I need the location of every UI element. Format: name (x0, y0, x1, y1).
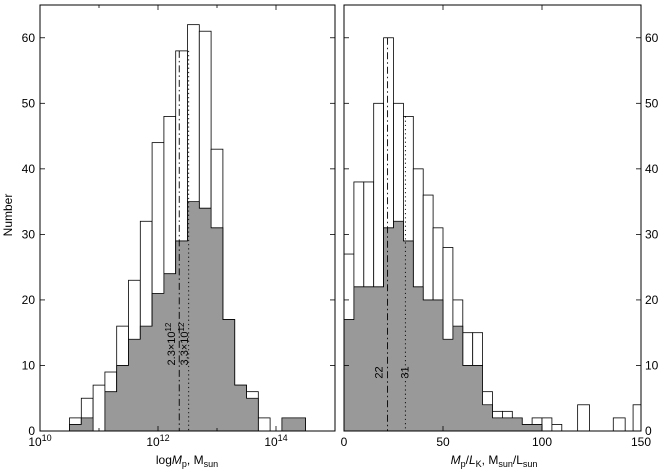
right-median-label: 22 (374, 366, 386, 378)
right-x-tick-labels: 0 50 100 150 (341, 435, 652, 449)
left-histogram-panel: 2.3×1012 3.3×1012 1010 1012 1014 0 10 20 30… (22, 4, 336, 469)
left-y-tick-label: 20 (22, 293, 36, 307)
left-median-label: 2.3×1012 (164, 322, 178, 365)
right-y-tick-label: 30 (645, 227, 659, 241)
right-mean-label: 31 (399, 366, 411, 378)
outline-histogram-bar (632, 404, 642, 432)
right-y-tick-labels: 0 10 20 30 40 50 60 (645, 31, 659, 438)
left-filled-histogram (69, 201, 306, 432)
left-y-tick-label: 10 (22, 358, 36, 372)
right-y-tick-label: 40 (645, 162, 659, 176)
y-axis-label: Number (1, 194, 15, 237)
left-x-tick-labels: 1010 1012 1014 (28, 433, 287, 449)
left-y-tick-label: 30 (22, 227, 36, 241)
right-x-tick-label: 0 (341, 435, 348, 449)
left-y-tick-label: 40 (22, 162, 36, 176)
outline-histogram-bar (541, 417, 553, 432)
left-y-tick-label: 60 (22, 31, 36, 45)
right-y-tick-label: 0 (645, 424, 652, 438)
outline-histogram-bar (551, 424, 563, 432)
filled-histogram-area (69, 201, 306, 432)
outline-histogram-bar (577, 404, 590, 432)
left-x-axis-label: logMp, Msun (156, 453, 218, 469)
left-y-tick-labels: 0 10 20 30 40 50 60 (22, 31, 36, 438)
left-y-tick-label: 50 (22, 96, 36, 110)
left-x-tick-label: 1012 (146, 433, 169, 449)
left-x-tick-label: 1014 (264, 433, 287, 449)
outline-histogram-bar (257, 417, 271, 432)
left-plot-frame (39, 4, 336, 432)
right-y-tick-label: 10 (645, 358, 659, 372)
right-histogram-panel: 22 31 0 50 100 150 0 10 20 30 40 50 60 Mp/LK, Msu… (341, 4, 659, 469)
right-x-tick-label: 50 (436, 435, 450, 449)
right-y-tick-label: 20 (645, 293, 659, 307)
outline-histogram-bar (612, 417, 626, 432)
outline-histogram-bar (92, 384, 106, 432)
left-reference-lines (178, 50, 190, 431)
left-annotations: 2.3×1012 3.3×1012 (164, 322, 191, 365)
right-annotations: 22 31 (374, 366, 412, 378)
right-x-tick-label: 100 (532, 435, 552, 449)
right-x-tick-label: 150 (631, 435, 651, 449)
right-y-tick-label: 50 (645, 96, 659, 110)
left-mean-label: 3.3×1012 (177, 322, 191, 365)
right-y-tick-label: 60 (645, 31, 659, 45)
right-x-axis-label: Mp/LK, Msun/Lsun (451, 453, 538, 469)
left-y-tick-label: 0 (28, 424, 35, 438)
right-plot-frame (343, 4, 642, 432)
left-x-tick-label: 1010 (28, 433, 51, 449)
